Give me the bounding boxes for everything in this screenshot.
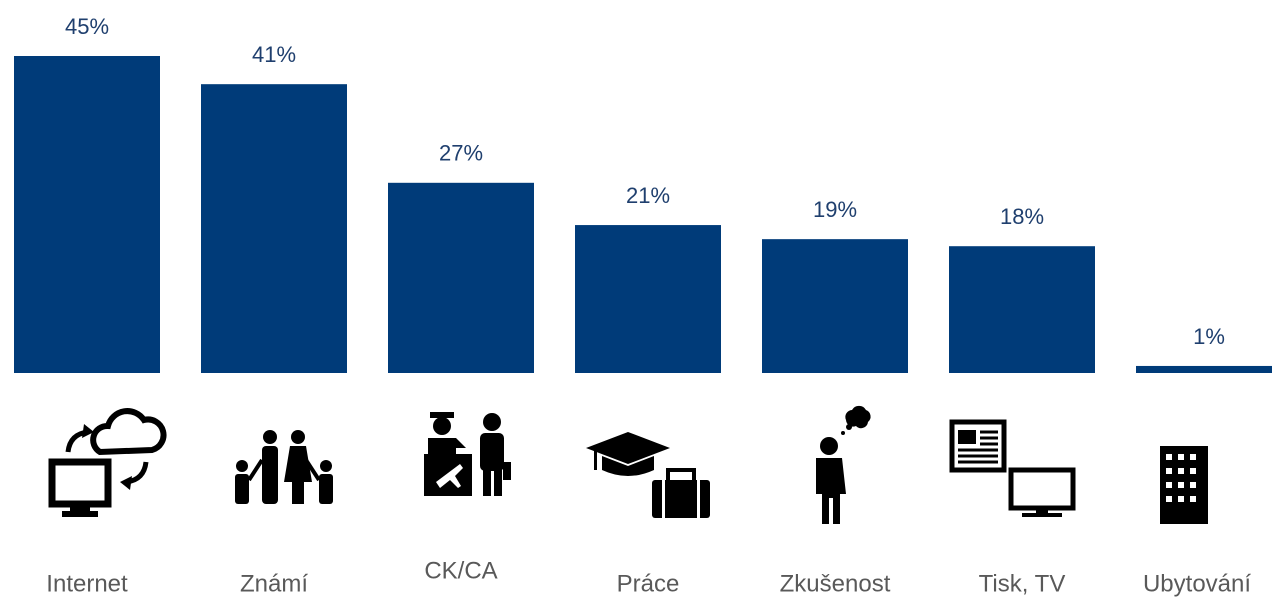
data-label: 45% <box>65 14 109 39</box>
bar <box>14 56 160 373</box>
icon-internet <box>48 408 167 517</box>
data-label: 41% <box>252 42 296 67</box>
icon-accommodation <box>1160 412 1232 524</box>
data-label: 19% <box>813 197 857 222</box>
category-label: Známí <box>240 570 308 597</box>
icon-travel-agency <box>424 412 511 496</box>
data-label: 27% <box>439 141 483 166</box>
bar <box>388 182 534 373</box>
bar <box>575 225 721 373</box>
icon-work <box>586 432 710 518</box>
icon-media <box>949 419 1076 517</box>
icons <box>48 405 1232 524</box>
icon-family <box>235 430 333 504</box>
bar <box>762 239 908 373</box>
category-label: Zkušenost <box>780 570 891 597</box>
category-label: Tisk, TV <box>979 570 1066 597</box>
category-label: Ubytování <box>1143 570 1251 597</box>
data-label: 18% <box>1000 204 1044 229</box>
bar <box>949 246 1095 373</box>
category-label: Internet <box>46 570 128 597</box>
icon-experience <box>816 405 871 524</box>
bar <box>1136 365 1272 373</box>
data-label: 1% <box>1193 324 1225 349</box>
data-label: 21% <box>626 183 670 208</box>
category-label: CK/CA <box>424 557 497 584</box>
bar <box>201 84 347 373</box>
category-label: Práce <box>617 570 680 597</box>
